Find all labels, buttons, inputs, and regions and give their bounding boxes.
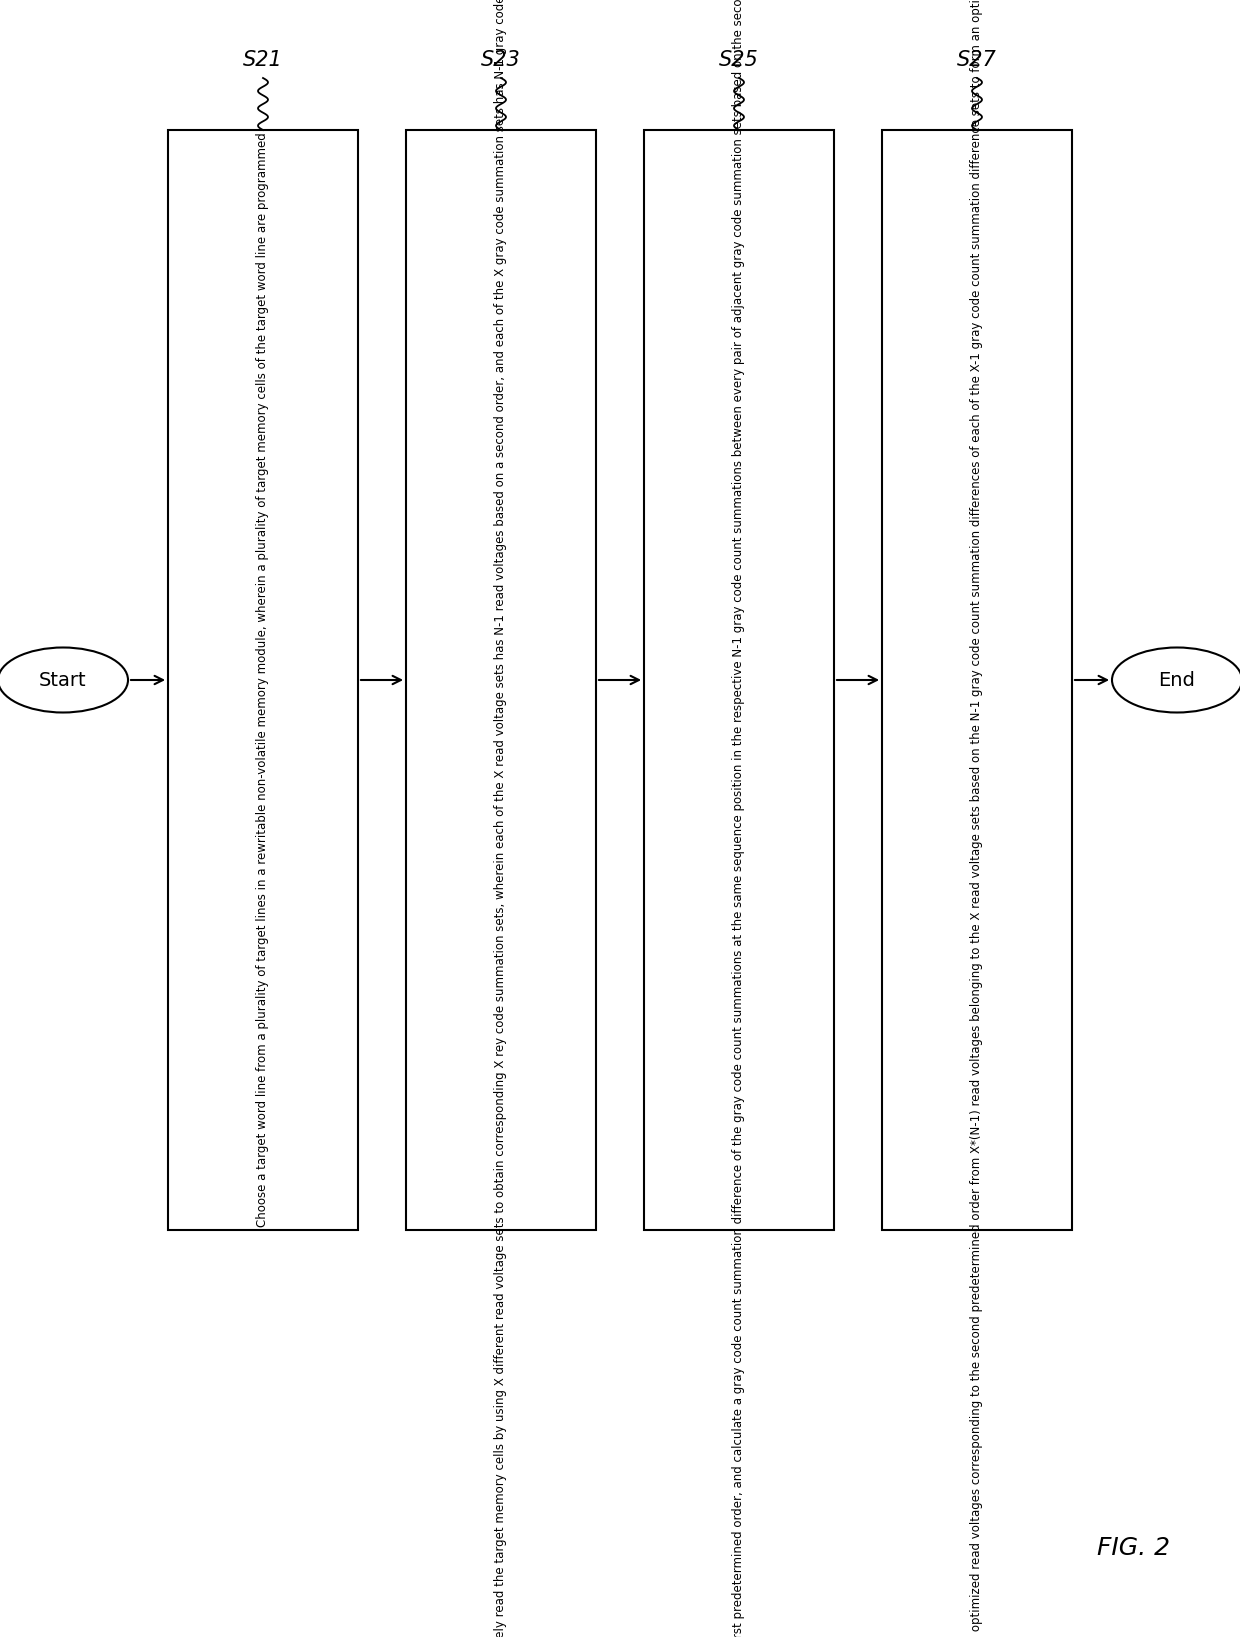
Text: S23: S23 [481, 51, 521, 70]
Text: S25: S25 [719, 51, 759, 70]
Text: FIG. 2: FIG. 2 [1097, 1536, 1171, 1560]
Text: Choose a target word line from a plurality of target lines in a rewritable non-v: Choose a target word line from a plurali… [257, 133, 269, 1228]
Bar [882, 129, 1073, 1229]
Bar [405, 129, 596, 1229]
Bar [167, 129, 358, 1229]
Ellipse shape [0, 648, 128, 712]
Text: Choose every pair of adjacent gray code summation sets in the X gray code summat: Choose every pair of adjacent gray code … [733, 0, 745, 1637]
Text: Respectively read the target memory cells by using X different read voltage sets: Respectively read the target memory cell… [495, 0, 507, 1637]
Text: S27: S27 [957, 51, 997, 70]
Text: End: End [1158, 671, 1195, 689]
Ellipse shape [1112, 648, 1240, 712]
Bar [644, 129, 835, 1229]
Text: Start: Start [40, 671, 87, 689]
Text: Determine N-1 optimized read voltages corresponding to the second predetermined : Determine N-1 optimized read voltages co… [971, 0, 983, 1637]
Text: S21: S21 [243, 51, 283, 70]
